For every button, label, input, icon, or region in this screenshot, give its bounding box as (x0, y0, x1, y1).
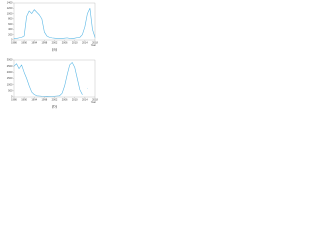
x-tick-label: 2006 (62, 97, 68, 101)
y-tick-label: 0 (11, 95, 13, 99)
x-tick-label: 1990 (21, 40, 27, 44)
y-tick-label: 400 (8, 27, 13, 31)
y-tick-label: 2500 (7, 64, 13, 68)
x-axis-label: Year (91, 43, 96, 47)
y-tick-label: 800 (8, 17, 13, 21)
x-tick-label: 2014 (82, 97, 88, 101)
y-tick-label: 1400 (7, 1, 13, 5)
x-tick-label: 1986 (11, 97, 17, 101)
y-tick-label: 0 (11, 38, 13, 42)
plot-frame (13, 59, 96, 98)
x-tick-label: 2002 (52, 40, 58, 44)
x-tick-label: 2018 (92, 97, 98, 101)
x-tick-label: 2010 (72, 40, 78, 44)
x-tick-label: 2018 (92, 40, 98, 44)
page: 0 200 400 600 800 1000 1200 1400 1986 1990 1994 199… (0, 0, 320, 116)
x-tick-label: 2014 (82, 40, 88, 44)
y-tick-label: 1000 (7, 11, 13, 15)
x-tick-label: 1994 (31, 97, 37, 101)
x-tick-label: 1986 (11, 40, 17, 44)
y-tick-label: 500 (8, 89, 13, 93)
x-axis-label: Year (91, 100, 96, 104)
caption: (b) (52, 104, 58, 109)
y-tick-label: 1200 (7, 6, 13, 10)
x-tick-label: 1998 (41, 97, 47, 101)
x-tick-label: 2010 (72, 97, 78, 101)
y-tick-label: 200 (8, 32, 13, 36)
x-tick-label: 2006 (62, 40, 68, 44)
data-line (13, 7, 96, 39)
y-tick-label: 2000 (7, 70, 13, 74)
x-tick-label: 2002 (52, 97, 58, 101)
x-tick-label: 1990 (21, 97, 27, 101)
data-line (13, 62, 88, 97)
x-tick-label: 1994 (31, 40, 37, 44)
y-tick-label: 600 (8, 22, 13, 26)
caption: (a) (52, 47, 58, 52)
y-tick-label: 1500 (7, 76, 13, 80)
y-tick-label: 3000 (7, 58, 13, 62)
x-tick-label: 1998 (41, 40, 47, 44)
y-tick-label: 1000 (7, 82, 13, 86)
